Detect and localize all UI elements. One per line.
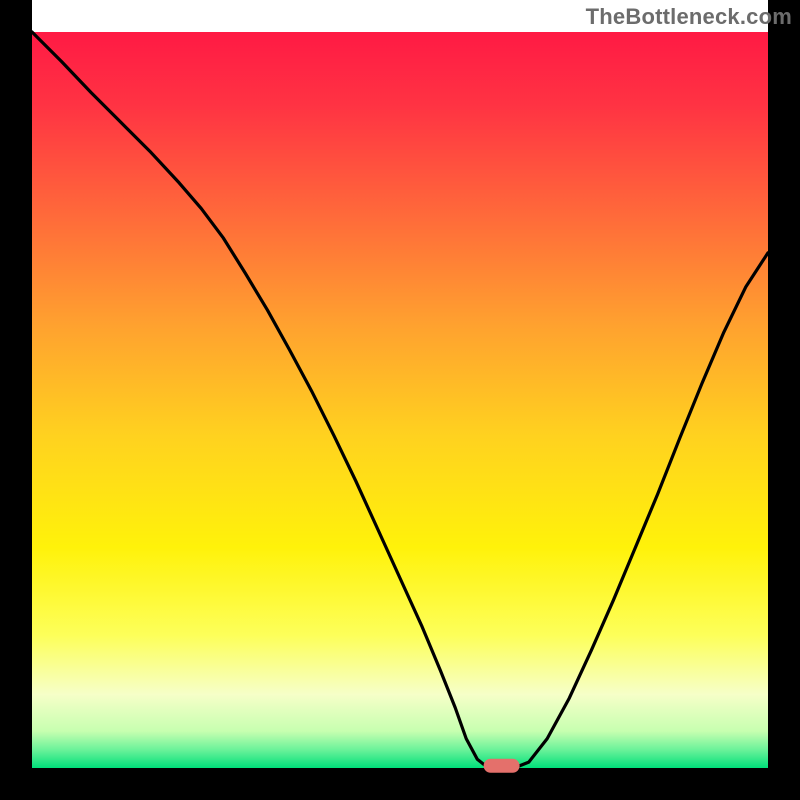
- frame-right: [768, 0, 800, 800]
- chart-stage: TheBottleneck.com: [0, 0, 800, 800]
- valley-marker: [484, 759, 520, 773]
- bottleneck-chart-svg: [0, 0, 800, 800]
- frame-left: [0, 0, 32, 800]
- frame-bottom: [0, 768, 800, 800]
- watermark-text: TheBottleneck.com: [586, 4, 792, 30]
